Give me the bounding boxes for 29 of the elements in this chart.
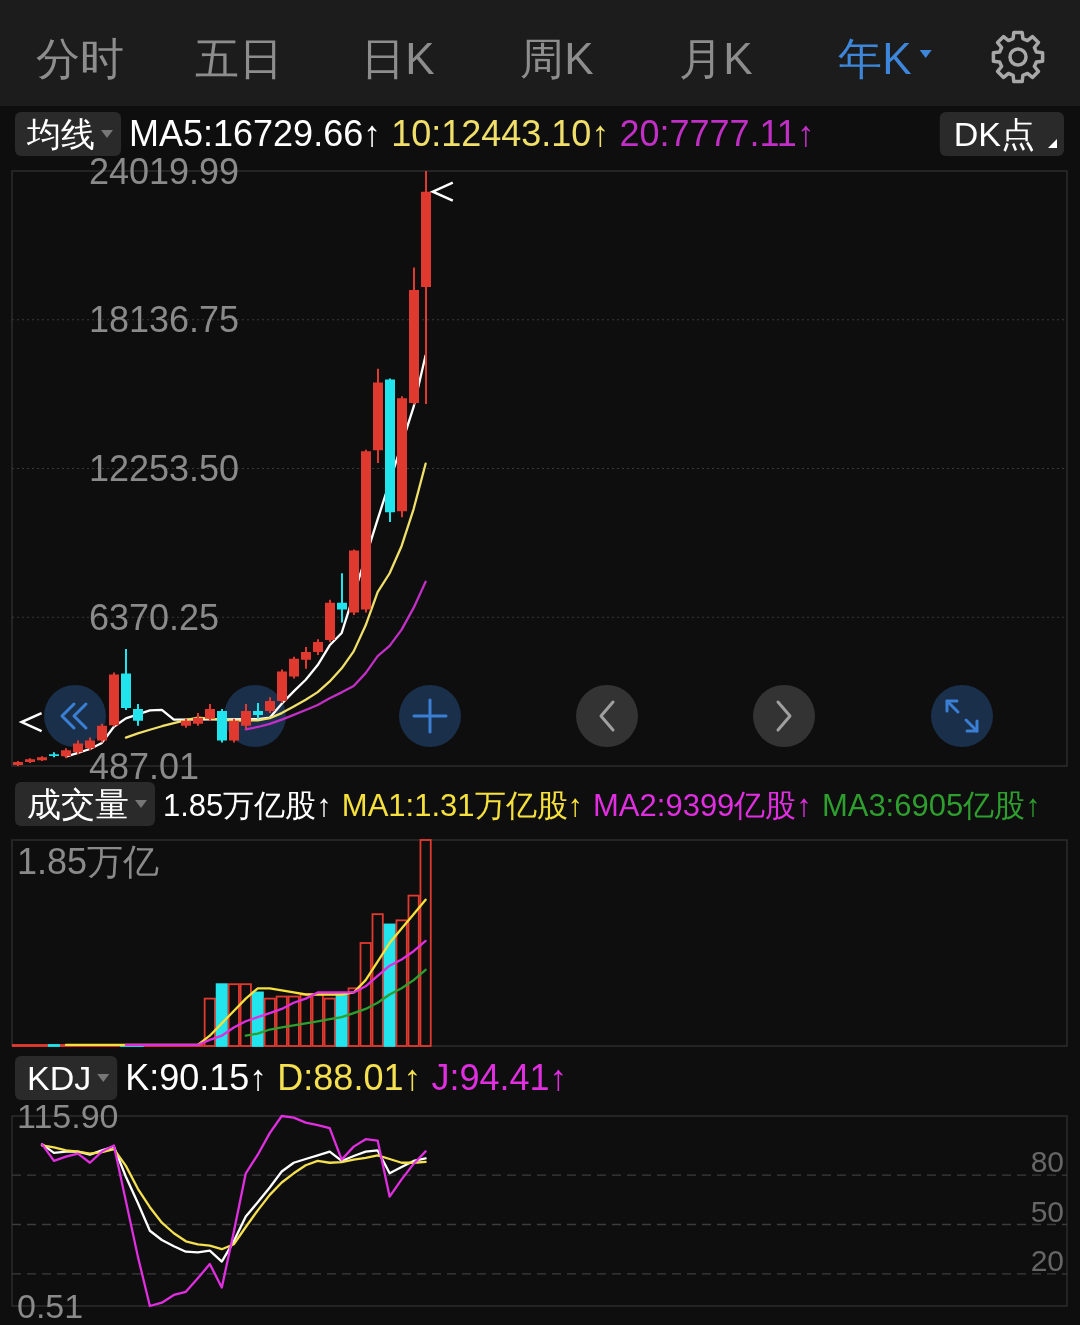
text: 成交量 bbox=[27, 785, 129, 823]
ref-line-label: 80 bbox=[1030, 1145, 1064, 1179]
y-tick-label: 0.51 bbox=[17, 1286, 84, 1325]
text: KDJ bbox=[27, 1059, 92, 1097]
text: MA1:1.31万亿股↑ bbox=[341, 788, 584, 823]
ref-line-label: 50 bbox=[1030, 1194, 1064, 1228]
annotation: 1.85万亿 bbox=[17, 841, 160, 883]
y-tick-label: 6370.25 bbox=[88, 596, 220, 638]
y-tick-label: 487.01 bbox=[88, 745, 200, 787]
text: 年K bbox=[838, 34, 912, 83]
text: 均线 bbox=[26, 115, 95, 153]
text: 20:7777.11↑ bbox=[619, 113, 815, 154]
ref-line-label: 20 bbox=[1030, 1243, 1064, 1277]
text: MA2:9399亿股↑ bbox=[593, 788, 812, 823]
text: 五日 bbox=[195, 34, 283, 83]
y-tick-label: 115.90 bbox=[17, 1096, 119, 1135]
text: 日K bbox=[361, 34, 435, 83]
text: 10:12443.10↑ bbox=[391, 113, 610, 154]
text: 月K bbox=[679, 34, 753, 83]
text: 1.85万亿股↑ bbox=[163, 788, 332, 823]
y-tick-label: 18136.75 bbox=[88, 299, 240, 341]
text: K:90.15↑ bbox=[125, 1057, 268, 1098]
text: DK点 bbox=[953, 115, 1035, 153]
text: J:94.41↑ bbox=[431, 1057, 568, 1098]
text: 周K bbox=[520, 34, 594, 83]
text: MA3:6905亿股↑ bbox=[821, 788, 1041, 823]
text: 分时 bbox=[36, 34, 124, 83]
text: D:88.01↑ bbox=[277, 1057, 422, 1098]
y-tick-label: 12253.50 bbox=[88, 448, 240, 490]
